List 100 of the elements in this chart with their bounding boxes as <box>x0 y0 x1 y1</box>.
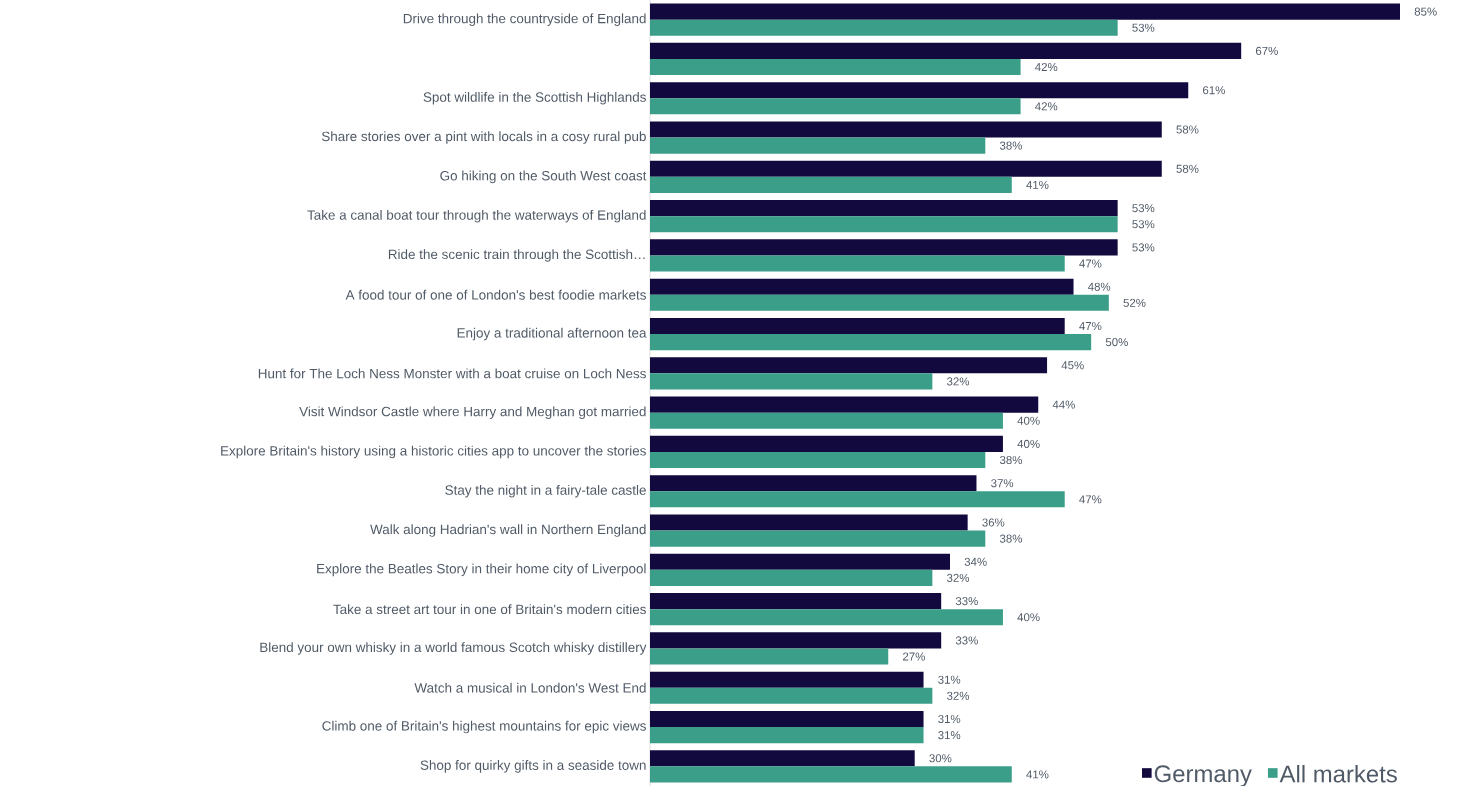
data-label: 47% <box>1079 259 1102 268</box>
bar <box>650 58 1021 76</box>
data-label: 58% <box>1176 125 1199 134</box>
data-label: 53% <box>1132 23 1155 32</box>
bar <box>650 294 1109 311</box>
bar <box>650 121 1162 138</box>
bar <box>650 632 942 649</box>
data-label: 50% <box>1105 338 1128 347</box>
y-tick-label: Visit Windsor Castle where Harry and Meghan got married <box>299 406 646 419</box>
data-label: 33% <box>955 597 978 606</box>
bar <box>650 19 1118 36</box>
data-label: 47% <box>1079 495 1102 504</box>
bar <box>650 357 1048 374</box>
data-label: 32% <box>946 573 970 582</box>
bar <box>650 216 1118 233</box>
bar <box>650 569 933 586</box>
y-tick-label: Hunt for The Loch Ness Monster with a boat cruise on Loch Ness <box>258 368 646 379</box>
data-label: 42% <box>1035 102 1058 111</box>
data-label: 32% <box>946 691 970 700</box>
data-label: 31% <box>938 714 961 724</box>
y-tick-label: Climb one of Britain's highest mountains for epic views <box>322 720 646 734</box>
data-label: 52% <box>1123 298 1146 307</box>
data-label: 40% <box>1017 439 1040 448</box>
bar <box>650 609 1003 626</box>
bar <box>650 671 924 688</box>
y-tick-label: Take a street art tour in one of Britain's modern cities <box>333 604 646 615</box>
bar <box>650 160 1162 177</box>
bar <box>650 553 950 570</box>
y-tick-label: Share stories over a pint with locals in a cosy rural pub <box>321 131 646 144</box>
bar <box>650 82 1189 99</box>
y-tick-label: Go hiking on the South West coast <box>440 170 647 184</box>
y-tick-label: Explore Britain's history using a historic cities app to uncover the stories <box>221 445 646 459</box>
bar <box>650 710 924 728</box>
data-label: 30% <box>929 754 952 763</box>
y-tick-label: Ride the scenic train through the Scottish… <box>388 249 645 262</box>
bar <box>650 687 933 704</box>
data-label: 47% <box>1079 321 1102 330</box>
data-label: 36% <box>982 518 1005 527</box>
bar <box>650 396 1039 413</box>
data-label: 40% <box>1017 416 1040 425</box>
y-tick-label: Stay the night in a fairy-tale castle <box>445 484 646 498</box>
data-label: 38% <box>999 534 1023 543</box>
data-label: 53% <box>1132 243 1155 252</box>
y-tick-label: Shop for quirky gifts in a seaside town <box>420 760 646 773</box>
bar <box>650 648 889 665</box>
bar <box>650 42 1242 59</box>
data-label: 27% <box>903 652 925 661</box>
data-label: 61% <box>1203 86 1225 95</box>
bar <box>650 373 933 390</box>
bar <box>650 766 1012 783</box>
y-tick-label: A food tour of one of London's best foodie markets <box>345 289 646 300</box>
data-label: 53% <box>1132 220 1155 229</box>
bar <box>650 435 1003 452</box>
bar <box>650 176 1012 193</box>
bar <box>650 750 915 767</box>
bar <box>650 514 968 531</box>
bar <box>650 530 986 547</box>
bar <box>650 239 1118 256</box>
data-label: 53% <box>1132 204 1155 213</box>
bar <box>650 3 1400 20</box>
bar <box>650 137 986 154</box>
legend-label: Germany <box>1154 765 1252 786</box>
bar <box>650 278 1074 295</box>
data-label: 45% <box>1061 361 1084 370</box>
data-label: 41% <box>1026 770 1049 779</box>
bar <box>650 593 942 610</box>
y-tick-label: Drive through the countryside of England <box>403 13 646 26</box>
data-label: 31% <box>938 731 961 740</box>
y-tick-label: Watch a musical in London's West End <box>414 682 646 693</box>
bar <box>650 451 986 469</box>
data-label: 40% <box>1017 613 1040 622</box>
y-tick-label: Blend your own whisky in a world famous Scotch whisky distillery <box>260 642 647 655</box>
bar <box>650 727 924 744</box>
data-label: 38% <box>999 141 1023 150</box>
bar <box>650 475 977 492</box>
y-tick-label: Spot wildlife in the Scottish Highlands <box>423 91 646 105</box>
data-label: 31% <box>938 675 961 684</box>
y-tick-label: Take a canal boat tour through the waterways of England <box>307 209 646 223</box>
data-label: 85% <box>1414 7 1437 16</box>
data-label: 44% <box>1052 400 1075 409</box>
data-label: 38% <box>999 455 1023 465</box>
bar <box>650 491 1065 508</box>
y-tick-label: Explore the Beatles Story in their home city of Liverpool <box>317 563 646 577</box>
data-label: 42% <box>1035 62 1058 72</box>
data-label: 37% <box>991 479 1014 488</box>
legend-label: All markets <box>1279 765 1397 783</box>
bar <box>650 317 1065 335</box>
y-tick-label: Walk along Hadrian's wall in Northern England <box>370 524 646 537</box>
data-label: 34% <box>964 557 987 566</box>
bar <box>650 412 1003 429</box>
bar <box>650 98 1021 115</box>
bar <box>650 200 1118 217</box>
data-label: 67% <box>1255 46 1278 55</box>
y-tick-label: Enjoy a traditional afternoon tea <box>457 327 647 341</box>
bar <box>650 334 1092 351</box>
data-label: 58% <box>1176 164 1199 173</box>
data-label: 41% <box>1026 180 1049 189</box>
data-label: 33% <box>955 636 978 645</box>
bar <box>650 255 1065 272</box>
data-label: 32% <box>946 377 970 386</box>
